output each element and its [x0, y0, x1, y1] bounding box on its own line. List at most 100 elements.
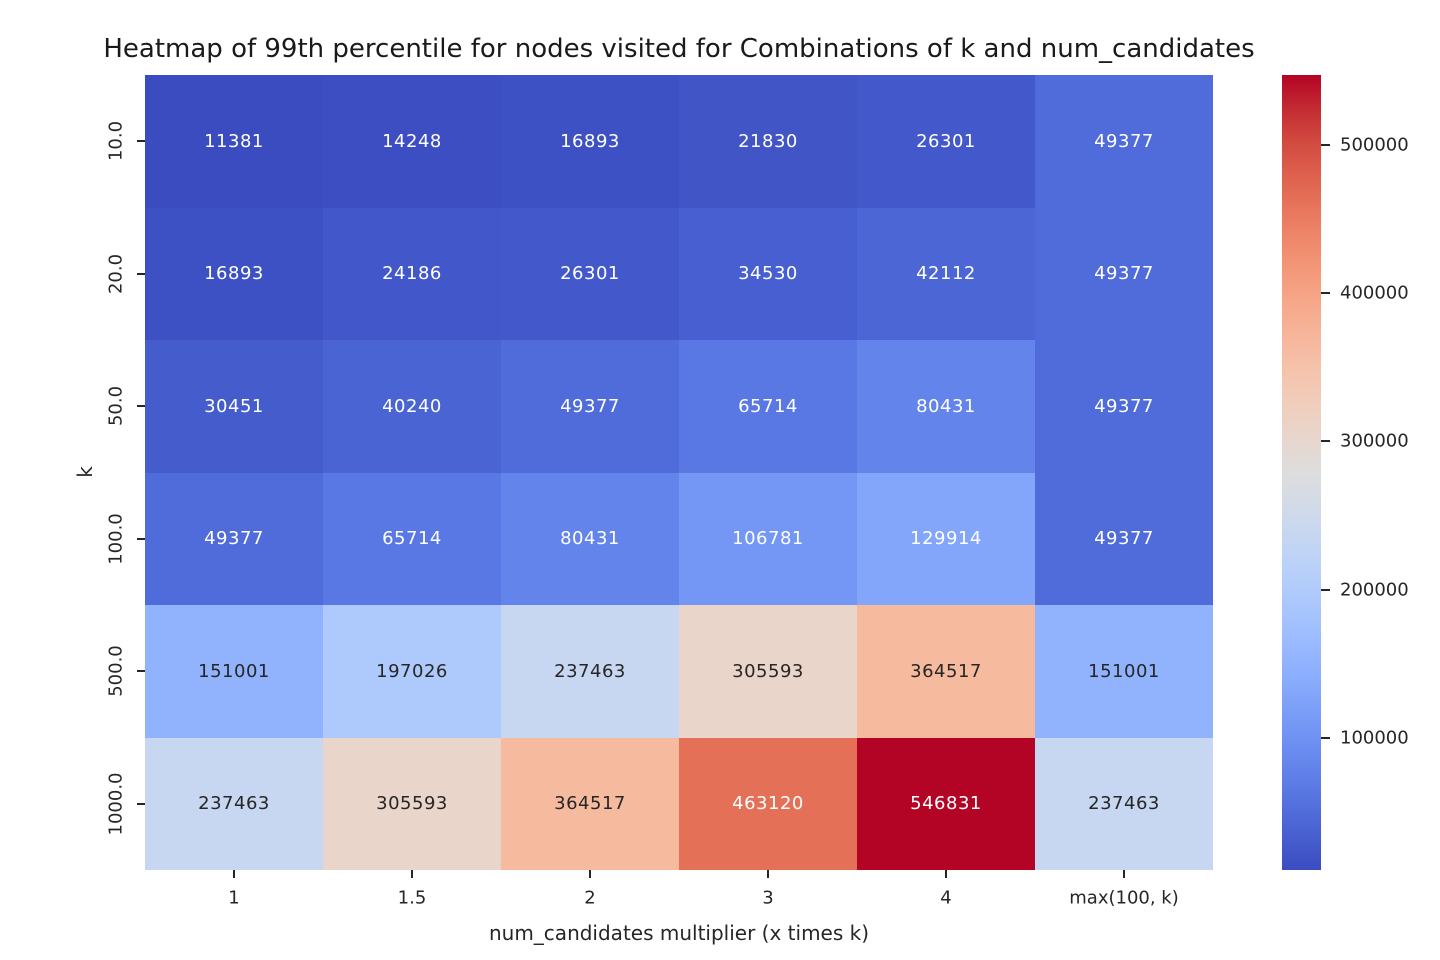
cell-value: 80431: [560, 528, 620, 550]
cell-value: 49377: [1094, 395, 1154, 417]
colorbar-tick-mark: [1321, 292, 1330, 294]
y-tick-label: 10.0: [105, 121, 127, 162]
y-tick-label: 50.0: [105, 386, 127, 427]
cell-value: 49377: [1094, 528, 1154, 550]
heatmap-grid: 11381 14248 16893 21830 26301 49377 16893 24186…: [145, 75, 1213, 870]
cell-value: 24186: [382, 263, 442, 285]
heatmap-cell: 49377: [1035, 75, 1213, 208]
heatmap-cell: 49377: [1035, 472, 1213, 605]
cell-value: 21830: [738, 130, 798, 152]
heatmap-cell: 16893: [145, 207, 323, 340]
cell-value: 197026: [376, 660, 448, 682]
cell-value: 14248: [382, 130, 442, 152]
x-tick-label: 1: [228, 887, 240, 909]
chart-title: Heatmap of 99th percentile for nodes vis…: [103, 34, 1255, 64]
heatmap-cell: 80431: [501, 472, 679, 605]
colorbar-tick-label: 500000: [1340, 134, 1409, 156]
cell-value: 305593: [732, 660, 804, 682]
heatmap-cell: 106781: [679, 472, 857, 605]
x-tick-mark: [589, 870, 591, 878]
heatmap-cell: 49377: [1035, 340, 1213, 473]
heatmap-cell: 21830: [679, 75, 857, 208]
colorbar-tick-mark: [1321, 440, 1330, 443]
cell-value: 49377: [560, 395, 620, 417]
heatmap-cell: 364517: [857, 605, 1035, 738]
cell-value: 546831: [910, 793, 982, 815]
cell-value: 42112: [916, 263, 976, 285]
y-tick-label: 100.0: [105, 512, 127, 565]
cell-value: 11381: [204, 130, 264, 152]
heatmap-cell: 49377: [501, 340, 679, 473]
x-tick-label: 2: [584, 887, 596, 909]
heatmap-cell: 151001: [145, 605, 323, 738]
heatmap-cell: 11381: [145, 75, 323, 208]
heatmap-cell: 80431: [857, 340, 1035, 473]
cell-value: 364517: [910, 660, 982, 682]
colorbar-tick-label: 200000: [1340, 579, 1409, 601]
cell-value: 40240: [382, 395, 442, 417]
y-tick-label: 1000.0: [105, 772, 127, 836]
cell-value: 237463: [198, 793, 270, 815]
cell-value: 49377: [1094, 130, 1154, 152]
cell-value: 106781: [732, 528, 804, 550]
cell-value: 65714: [382, 528, 442, 550]
heatmap-cell: 34530: [679, 207, 857, 340]
heatmap-cell: 237463: [1035, 737, 1213, 870]
heatmap-cell: 42112: [857, 207, 1035, 340]
x-tick-label: max(100, k): [1069, 887, 1179, 909]
x-axis-label: num_candidates multiplier (x times k): [488, 921, 870, 945]
heatmap-cell: 305593: [323, 737, 501, 870]
cell-value: 65714: [738, 395, 798, 417]
heatmap-cell: 305593: [679, 605, 857, 738]
heatmap-cell: 237463: [501, 605, 679, 738]
cell-value: 151001: [1088, 660, 1160, 682]
colorbar-tick-mark: [1321, 588, 1330, 591]
x-tick-mark: [945, 870, 947, 878]
heatmap-cell: 26301: [501, 207, 679, 340]
heatmap-cell: 40240: [323, 340, 501, 473]
heatmap-cell: 49377: [1035, 207, 1213, 340]
x-tick-label: 1.5: [397, 887, 427, 909]
heatmap-cell: 65714: [323, 472, 501, 605]
heatmap-cell: 364517: [501, 737, 679, 870]
cell-value: 26301: [916, 130, 976, 152]
cell-value: 34530: [738, 263, 798, 285]
colorbar-tick-label: 100000: [1340, 727, 1409, 749]
heatmap-cell: 26301: [857, 75, 1035, 208]
heatmap-cell: 16893: [501, 75, 679, 208]
heatmap-cell: 151001: [1035, 605, 1213, 738]
x-tick-mark: [411, 870, 413, 878]
cell-value: 26301: [560, 263, 620, 285]
cell-value: 16893: [560, 130, 620, 152]
cell-value: 49377: [1094, 263, 1154, 285]
heatmap-cell: 14248: [323, 75, 501, 208]
y-tick-mark: [137, 802, 145, 805]
y-axis-label: k: [73, 466, 97, 478]
colorbar-tick-mark: [1321, 737, 1330, 740]
colorbar: [1282, 75, 1321, 870]
x-tick-mark: [767, 870, 769, 878]
heatmap-cell: 463120: [679, 737, 857, 870]
y-tick-label: 500.0: [105, 645, 127, 698]
cell-value: 16893: [204, 263, 264, 285]
cell-value: 30451: [204, 395, 264, 417]
heatmap-cell: 197026: [323, 605, 501, 738]
heatmap-cell: 24186: [323, 207, 501, 340]
cell-value: 129914: [910, 528, 982, 550]
heatmap-cell: 49377: [145, 472, 323, 605]
heatmap-cell: 129914: [857, 472, 1035, 605]
x-tick-label: 4: [940, 887, 952, 909]
y-tick-mark: [137, 272, 145, 275]
colorbar-tick-label: 400000: [1340, 282, 1409, 304]
y-tick-mark: [137, 537, 145, 540]
x-tick-label: 3: [762, 887, 774, 909]
heatmap-cell: 30451: [145, 340, 323, 473]
cell-value: 305593: [376, 793, 448, 815]
colorbar-tick-label: 300000: [1340, 430, 1409, 452]
heatmap-cell: 237463: [145, 737, 323, 870]
y-tick-label: 20.0: [105, 253, 127, 294]
cell-value: 237463: [1088, 793, 1160, 815]
y-tick-mark: [137, 140, 145, 143]
y-tick-mark: [137, 405, 145, 408]
